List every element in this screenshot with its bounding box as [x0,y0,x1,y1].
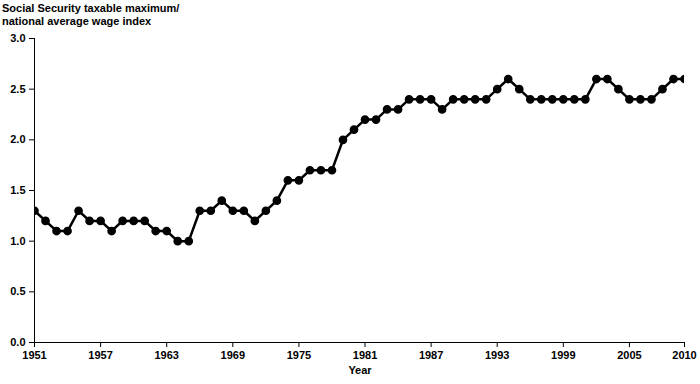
svg-text:1975: 1975 [287,349,311,361]
svg-text:1987: 1987 [419,349,443,361]
html-text:Year: Year [348,364,372,376]
svg-text:2.0: 2.0 [10,133,25,145]
svg-text:1969: 1969 [221,349,245,361]
svg-text:2.5: 2.5 [10,83,25,95]
svg-text:1963: 1963 [154,349,178,361]
svg-text:1951: 1951 [22,349,46,361]
svg-text:3.0: 3.0 [10,32,25,44]
svg-text:0.0: 0.0 [10,336,25,348]
html-text:national average wage index: national average wage index [2,15,152,27]
svg-text:1981: 1981 [353,349,377,361]
svg-text:1.0: 1.0 [10,235,25,247]
svg-text:0.5: 0.5 [10,285,25,297]
svg-text:2005: 2005 [617,349,641,361]
svg-text:1999: 1999 [551,349,575,361]
svg-text:1957: 1957 [88,349,112,361]
svg-text:2010: 2010 [672,349,696,361]
svg-text:1993: 1993 [485,349,509,361]
svg-text:1.5: 1.5 [10,184,25,196]
html-text:Social Security taxable maximu: Social Security taxable maximum/ [2,2,180,14]
